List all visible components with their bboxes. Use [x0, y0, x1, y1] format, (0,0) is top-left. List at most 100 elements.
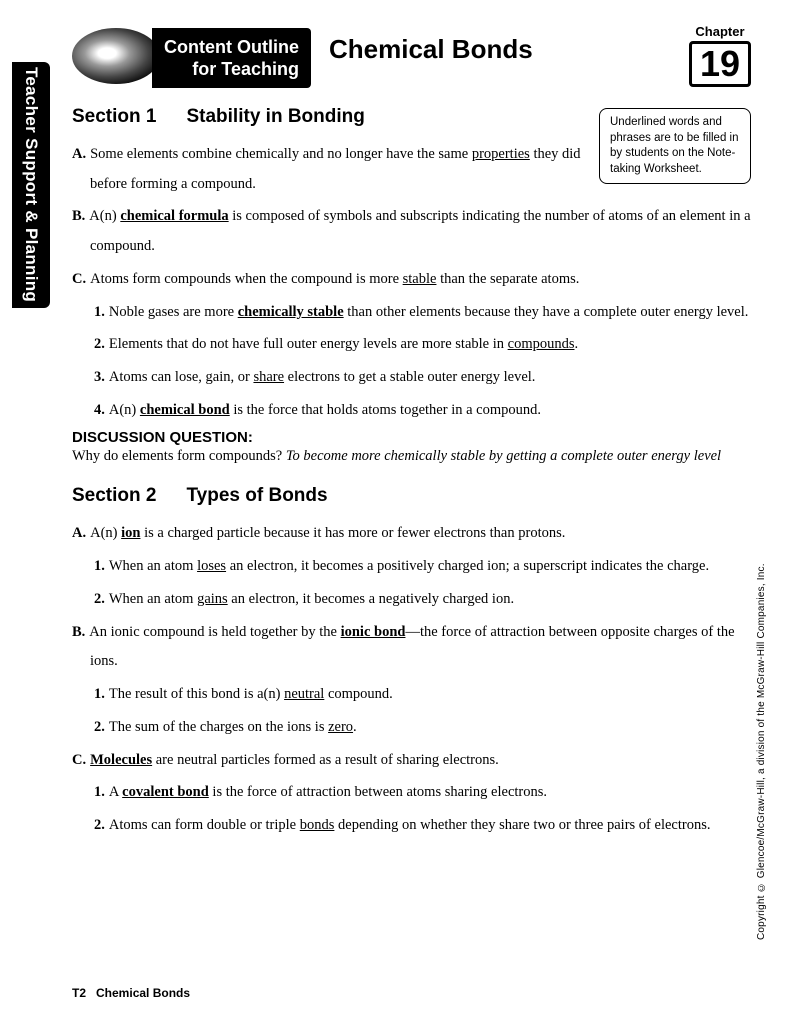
- lbl: 1.: [94, 304, 105, 320]
- txt: depending on whether they share two or t…: [334, 817, 710, 833]
- txt: compound.: [324, 686, 392, 702]
- discussion-head: DISCUSSION QUESTION:: [72, 429, 751, 446]
- lbl: 4.: [94, 402, 105, 418]
- s2-B: B.An ionic compound is held together by …: [72, 618, 751, 677]
- section1-title: Stability in Bonding: [186, 106, 364, 127]
- chapter-number: 19: [689, 41, 751, 87]
- txt: is the force of attraction between atoms…: [209, 784, 547, 800]
- s1-A: A.Some elements combine chemically and n…: [72, 140, 751, 199]
- txt: Atoms can form double or triple: [109, 817, 300, 833]
- chapter-title: Chemical Bonds: [329, 34, 533, 65]
- copyright: Copyright © Glencoe/McGraw-Hill, a divis…: [756, 540, 767, 940]
- txt: Elements that do not have full outer ene…: [109, 336, 508, 352]
- txt: Atoms can lose, gain, or: [109, 369, 254, 385]
- discussion-q: Why do elements form compounds?: [72, 448, 286, 464]
- header: Content Outline for Teaching Chemical Bo…: [72, 28, 751, 88]
- txt: than the separate atoms.: [436, 271, 579, 287]
- underline: ion: [121, 525, 140, 541]
- s2-B2: 2.The sum of the charges on the ions is …: [72, 713, 751, 743]
- section1-head: Section 1 Stability in Bonding: [72, 106, 751, 128]
- s2-C: C.Molecules are neutral particles formed…: [72, 746, 751, 776]
- s2-C2: 2.Atoms can form double or triple bonds …: [72, 811, 751, 841]
- underline: gains: [197, 591, 228, 607]
- lbl: 3.: [94, 369, 105, 385]
- section2-title: Types of Bonds: [186, 485, 327, 506]
- lbl: 2.: [94, 336, 105, 352]
- underline: chemically stable: [238, 304, 344, 320]
- s1-C4: 4.A(n) chemical bond is the force that h…: [72, 396, 751, 426]
- lbl: C.: [72, 752, 86, 768]
- lbl: 2.: [94, 719, 105, 735]
- s2-A1: 1.When an atom loses an electron, it bec…: [72, 552, 751, 582]
- lbl: 2.: [94, 591, 105, 607]
- txt: are neutral particles formed as a result…: [152, 752, 499, 768]
- underline: loses: [197, 558, 226, 574]
- s1-C2: 2.Elements that do not have full outer e…: [72, 330, 751, 360]
- outline-label: Content Outline for Teaching: [152, 28, 311, 88]
- txt: When an atom: [109, 558, 197, 574]
- lbl: B.: [72, 208, 85, 224]
- txt: A(n): [89, 208, 120, 224]
- txt: A(n): [109, 402, 140, 418]
- footer: T2 Chemical Bonds: [72, 986, 190, 1000]
- chapter-label: Chapter: [689, 24, 751, 39]
- txt: electrons to get a stable outer energy l…: [284, 369, 535, 385]
- s1-C1: 1.Noble gases are more chemically stable…: [72, 298, 751, 328]
- txt: The result of this bond is a(n): [109, 686, 284, 702]
- s1-B: B.A(n) chemical formula is composed of s…: [72, 202, 751, 261]
- s2-A: A.A(n) ion is a charged particle because…: [72, 519, 751, 549]
- outline-line1: Content Outline: [164, 36, 299, 59]
- discussion-answer: To become more chemically stable by gett…: [286, 448, 721, 464]
- underline: properties: [472, 146, 530, 162]
- s2-C1: 1.A covalent bond is the force of attrac…: [72, 778, 751, 808]
- underline: chemical bond: [140, 402, 230, 418]
- footer-title: Chemical Bonds: [96, 986, 190, 1000]
- lbl: C.: [72, 271, 86, 287]
- underline: neutral: [284, 686, 324, 702]
- lbl: 2.: [94, 817, 105, 833]
- lbl: B.: [72, 624, 85, 640]
- outline-line2: for Teaching: [164, 58, 299, 81]
- underline: ionic bond: [341, 624, 406, 640]
- txt: is the force that holds atoms together i…: [230, 402, 541, 418]
- txt: The sum of the charges on the ions is: [109, 719, 328, 735]
- underline: chemical formula: [120, 208, 228, 224]
- logo-block: Content Outline for Teaching: [72, 28, 311, 88]
- discussion-body: Why do elements form compounds? To becom…: [72, 446, 751, 467]
- txt: an electron, it becomes a negatively cha…: [228, 591, 514, 607]
- lbl: 1.: [94, 686, 105, 702]
- section1-num: Section 1: [72, 106, 156, 127]
- section2-head: Section 2Types of Bonds: [72, 485, 751, 507]
- txt: an electron, it becomes a positively cha…: [226, 558, 709, 574]
- underline: covalent bond: [122, 784, 209, 800]
- underline: share: [253, 369, 284, 385]
- lbl: A.: [72, 146, 86, 162]
- txt: A: [109, 784, 122, 800]
- underline: compounds: [508, 336, 575, 352]
- logo-sphere: [72, 28, 160, 84]
- underline: zero: [328, 719, 353, 735]
- content: Section 1Stability in Bonding A.Some ele…: [72, 106, 751, 844]
- lbl: A.: [72, 525, 86, 541]
- s1-C3: 3.Atoms can lose, gain, or share electro…: [72, 363, 751, 393]
- txt: is a charged particle because it has mor…: [140, 525, 565, 541]
- side-tab: Teacher Support & Planning: [12, 62, 50, 308]
- txt: than other elements because they have a …: [344, 304, 749, 320]
- underline: stable: [403, 271, 437, 287]
- txt: Noble gases are more: [109, 304, 238, 320]
- txt: Atoms form compounds when the compound i…: [90, 271, 403, 287]
- underline: bonds: [300, 817, 335, 833]
- s2-A2: 2.When an atom gains an electron, it bec…: [72, 585, 751, 615]
- txt: When an atom: [109, 591, 197, 607]
- txt: An ionic compound is held together by th…: [89, 624, 340, 640]
- txt: .: [575, 336, 579, 352]
- txt: A(n): [90, 525, 121, 541]
- page-number: T2: [72, 986, 86, 1000]
- lbl: 1.: [94, 558, 105, 574]
- txt: Some elements combine chemically and no …: [90, 146, 472, 162]
- chapter-box: Chapter 19: [689, 24, 751, 87]
- s1-C: C.Atoms form compounds when the compound…: [72, 265, 751, 295]
- underline: Molecules: [90, 752, 152, 768]
- txt: .: [353, 719, 357, 735]
- s2-B1: 1.The result of this bond is a(n) neutra…: [72, 680, 751, 710]
